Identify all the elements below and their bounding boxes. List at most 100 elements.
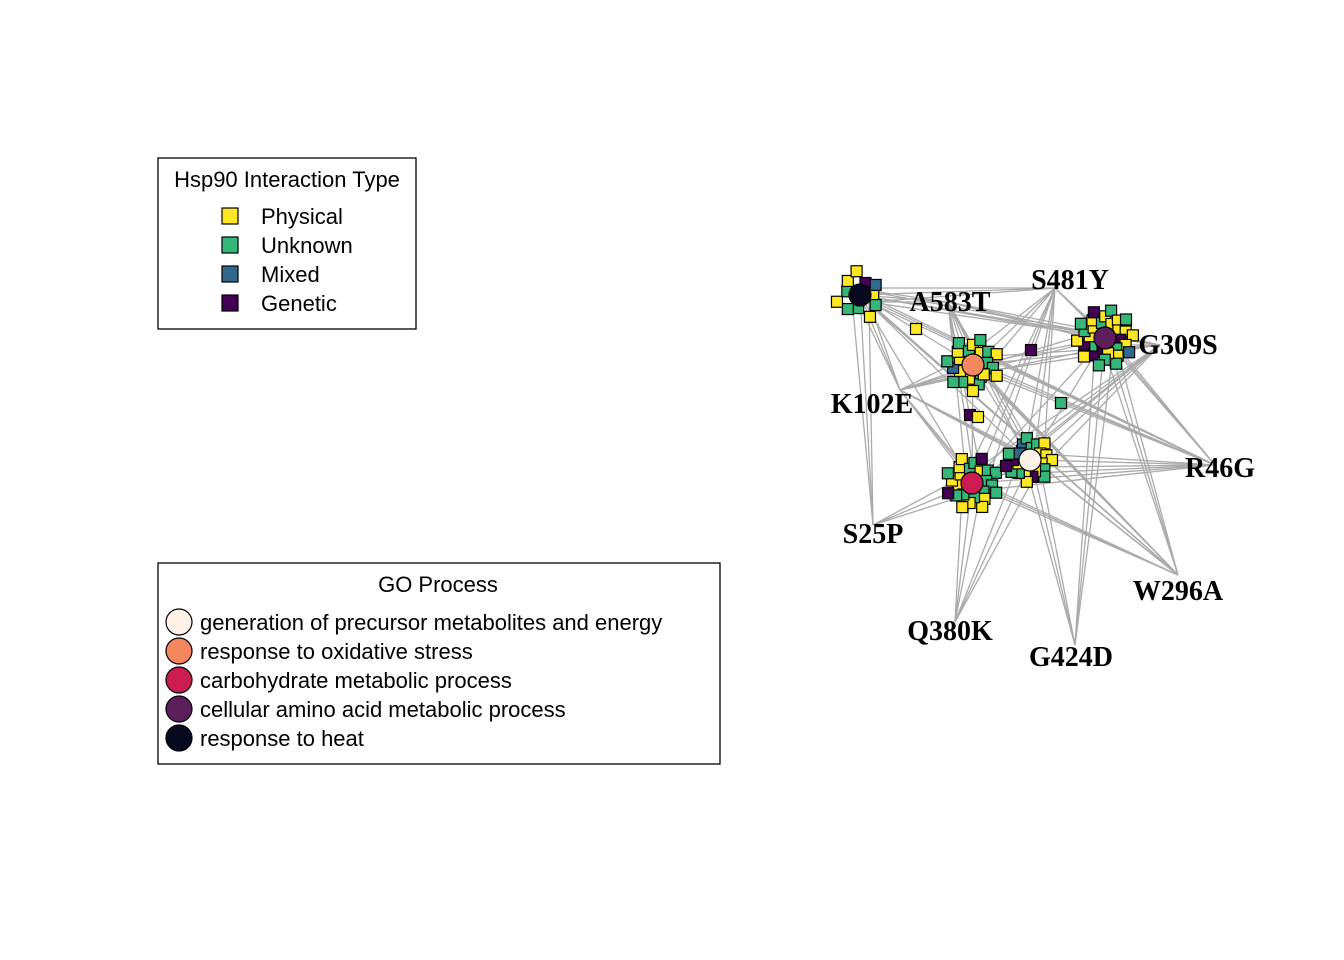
network-edge bbox=[1033, 344, 1161, 461]
network-edge bbox=[1115, 344, 1179, 576]
go-legend-box bbox=[157, 562, 721, 765]
go-legend-swatch-2 bbox=[165, 666, 193, 694]
interactor-node bbox=[1092, 359, 1105, 372]
interactor-node bbox=[975, 452, 988, 465]
network-edge bbox=[982, 371, 1179, 576]
interactor-node bbox=[1071, 334, 1084, 347]
go-process-node bbox=[848, 283, 872, 307]
legend-swatch-genetic bbox=[221, 294, 239, 312]
interactor-node bbox=[941, 467, 954, 480]
network-edge bbox=[859, 294, 874, 526]
interactor-node bbox=[999, 459, 1013, 473]
interactor-node bbox=[869, 298, 882, 312]
network-edge bbox=[1030, 459, 1076, 646]
network-edge bbox=[859, 294, 1106, 339]
interactor-node bbox=[1002, 447, 1016, 460]
network-edge bbox=[868, 287, 1056, 303]
interactor-node bbox=[990, 369, 1003, 382]
interactor-node bbox=[850, 265, 863, 278]
network-edge bbox=[1024, 344, 1161, 454]
legend-swatch-mixed bbox=[221, 265, 239, 283]
legend-label-genetic: Genetic bbox=[261, 291, 337, 316]
network-edge bbox=[1074, 344, 1115, 646]
interactor-node bbox=[1077, 350, 1091, 363]
network-edge bbox=[1074, 330, 1097, 646]
interactor-node bbox=[1110, 357, 1123, 370]
network-edge bbox=[1074, 337, 1106, 646]
interactor-node bbox=[1105, 304, 1118, 317]
network-edge bbox=[1115, 344, 1216, 466]
network-edge bbox=[982, 371, 1216, 466]
interactor-node bbox=[1126, 329, 1139, 342]
network-edge bbox=[850, 287, 874, 526]
interactor-node bbox=[941, 355, 954, 368]
interactor-node bbox=[976, 500, 989, 514]
network-edge bbox=[859, 294, 1031, 461]
interaction-type-legend: Hsp90 Interaction Type Physical Unknown Mi… bbox=[157, 157, 417, 330]
interactor-node bbox=[841, 302, 854, 316]
interactor-node bbox=[947, 375, 960, 389]
mutant-label-a583t: A583T bbox=[910, 287, 991, 318]
legend-label-mixed: Mixed bbox=[261, 262, 320, 287]
go-legend-swatch-3 bbox=[165, 695, 193, 723]
mutant-label-k102e: K102E bbox=[831, 389, 913, 420]
mutant-label-g424d: G424D bbox=[1029, 642, 1113, 673]
network-edge bbox=[947, 301, 976, 484]
interactor-node bbox=[1074, 317, 1087, 330]
interaction-legend-box bbox=[157, 157, 417, 330]
interactor-node bbox=[956, 501, 969, 514]
interactor-node bbox=[941, 487, 955, 500]
interactor-node bbox=[863, 310, 877, 323]
go-legend-swatch-0 bbox=[165, 608, 193, 636]
interaction-legend-title: Hsp90 Interaction Type bbox=[174, 167, 400, 192]
network-edge bbox=[1024, 287, 1056, 454]
interactor-node bbox=[841, 274, 854, 288]
go-legend-swatch-1 bbox=[165, 637, 193, 665]
interactor-node bbox=[989, 466, 1003, 479]
interactor-node bbox=[1123, 346, 1136, 359]
network-edge bbox=[1097, 330, 1179, 576]
go-legend-swatch-4 bbox=[165, 724, 193, 752]
network-edge bbox=[1033, 459, 1216, 466]
network-edge bbox=[954, 466, 1041, 623]
mutant-label-s25p: S25P bbox=[843, 519, 904, 550]
network-edge bbox=[983, 489, 1179, 576]
mutant-label-q380k: Q380K bbox=[907, 616, 993, 647]
interactor-node bbox=[1054, 396, 1068, 410]
network-edge bbox=[1042, 466, 1179, 576]
go-legend-label-2: carbohydrate metabolic process bbox=[200, 668, 512, 693]
go-process-node bbox=[961, 353, 985, 377]
go-legend-label-3: cellular amino acid metabolic process bbox=[200, 697, 566, 722]
interactor-node bbox=[974, 333, 987, 347]
go-legend-label-0: generation of precursor metabolites and … bbox=[200, 610, 662, 635]
mutant-label-r46g: R46G bbox=[1185, 453, 1255, 484]
network-edge bbox=[954, 452, 1023, 623]
interactor-node bbox=[990, 348, 1003, 361]
legend-label-physical: Physical bbox=[261, 204, 343, 229]
network-edge bbox=[859, 294, 973, 484]
interactor-node bbox=[955, 452, 968, 466]
go-legend-label-4: response to heat bbox=[200, 726, 364, 751]
legend-swatch-unknown bbox=[221, 236, 239, 254]
interactor-node bbox=[1119, 313, 1133, 326]
mutant-label-g309s: G309S bbox=[1138, 330, 1217, 361]
network-edge bbox=[947, 301, 1099, 332]
go-legend-label-1: response to oxidative stress bbox=[200, 639, 473, 664]
interactor-node bbox=[1038, 437, 1051, 450]
interactor-node bbox=[1024, 343, 1038, 357]
interactor-node bbox=[990, 486, 1003, 499]
network-edge bbox=[868, 301, 1216, 466]
network-edge bbox=[1039, 466, 1076, 646]
go-process-nodes bbox=[848, 283, 1117, 495]
network-edge bbox=[954, 459, 1032, 623]
go-legend-title: GO Process bbox=[378, 572, 498, 597]
interactor-node bbox=[909, 322, 923, 336]
network-edge bbox=[1042, 344, 1161, 468]
interactor-node bbox=[869, 278, 882, 292]
go-process-node bbox=[960, 471, 984, 495]
interactor-node bbox=[1087, 306, 1100, 319]
mutant-label-w296a: W296A bbox=[1133, 576, 1224, 607]
interactor-node bbox=[830, 295, 844, 308]
interactor-node bbox=[971, 410, 985, 424]
